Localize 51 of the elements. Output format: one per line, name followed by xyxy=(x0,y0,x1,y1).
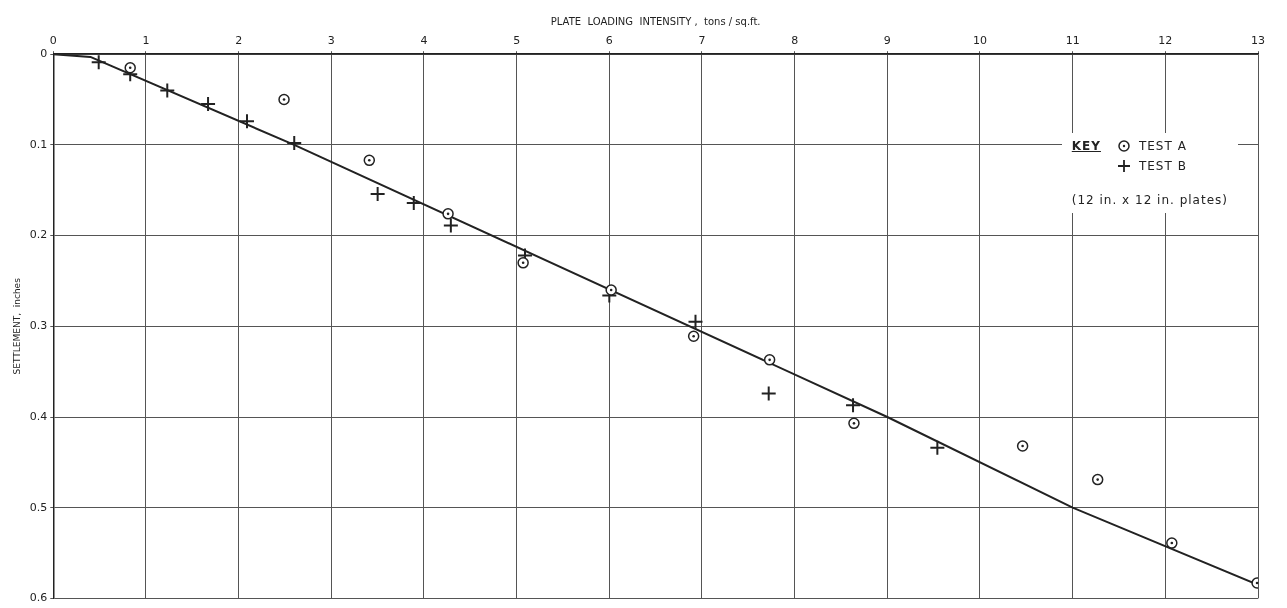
legend-label: TEST B xyxy=(1138,159,1187,173)
point xyxy=(238,113,255,130)
x-tick-label: 4 xyxy=(420,34,428,48)
x-tick-label: 9 xyxy=(883,34,891,48)
x-tick-label: 13 xyxy=(1251,34,1265,48)
point xyxy=(124,62,136,74)
x-tick-label: 6 xyxy=(605,34,613,48)
x-tick-label: 0 xyxy=(49,34,57,48)
point xyxy=(159,82,176,99)
point xyxy=(286,135,303,152)
point xyxy=(90,54,107,71)
point xyxy=(1166,537,1178,549)
point xyxy=(442,208,454,220)
point xyxy=(605,284,617,296)
point xyxy=(763,354,776,366)
y-tick-label: 0.5 xyxy=(29,500,48,514)
x-tick-label: 8 xyxy=(791,34,799,48)
y-tick-label: 0 xyxy=(40,47,48,61)
y-tick-label: 0.2 xyxy=(29,228,48,242)
point xyxy=(929,439,946,456)
x-tick-label: 7 xyxy=(698,34,706,48)
y-tick-label: 0.3 xyxy=(29,319,48,333)
point xyxy=(687,313,704,330)
y-tick-label: 0.4 xyxy=(29,409,48,423)
legend-label: TEST A xyxy=(1138,139,1187,153)
point xyxy=(369,185,386,202)
point xyxy=(845,397,862,414)
annotation: (12 in. x 12 in. plates) xyxy=(1071,193,1228,207)
point xyxy=(278,93,290,106)
point xyxy=(687,330,700,343)
point xyxy=(848,417,860,430)
y-axis-title: SETTLEMENT, inches xyxy=(11,277,22,375)
legend-title: KEY xyxy=(1071,139,1101,155)
x-tick-label: 2 xyxy=(235,34,243,48)
point xyxy=(1016,440,1029,452)
point xyxy=(442,217,459,234)
x-tick-label: 12 xyxy=(1158,34,1173,48)
x-axis-title: PLATE LOADING INTENSITY , tons / sq.ft. xyxy=(550,15,761,27)
y-tick-label: 0.1 xyxy=(29,137,48,151)
point xyxy=(760,385,777,402)
x-tick-label: 3 xyxy=(327,34,335,48)
x-tick-label: 1 xyxy=(142,34,150,48)
point xyxy=(200,96,217,113)
x-tick-label: 10 xyxy=(972,34,987,48)
y-tick-label: 0.6 xyxy=(29,591,48,605)
point xyxy=(1091,473,1104,486)
x-tick-label: 5 xyxy=(513,34,521,48)
point xyxy=(405,194,422,211)
point xyxy=(363,154,376,167)
x-tick-label: 11 xyxy=(1065,34,1080,48)
point xyxy=(517,257,529,269)
